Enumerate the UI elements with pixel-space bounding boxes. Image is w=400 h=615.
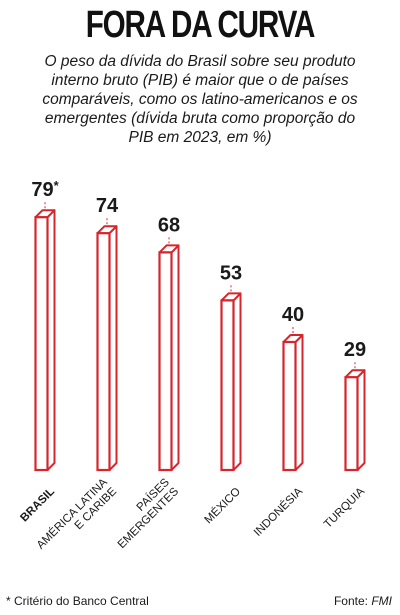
bar [34, 216, 49, 472]
bar [158, 251, 173, 472]
category-label: BRASIL [18, 486, 57, 525]
value-label: 40 [282, 304, 304, 326]
source-name: FMI [371, 594, 392, 608]
value-label: 68 [158, 214, 180, 236]
category-label-line: INDONÉSIA [251, 485, 305, 539]
value-label: 53 [220, 262, 242, 284]
chart-title: FORA DA CURVA [85, 4, 316, 46]
bar [344, 376, 359, 472]
category-label-line: BRASIL [18, 486, 57, 525]
value-label: 74 [96, 195, 119, 217]
source-label: Fonte: [333, 594, 372, 608]
bar [282, 340, 297, 472]
footnote: * Critério do Banco Central [6, 594, 149, 608]
bar [96, 232, 111, 472]
value-label: 79* [31, 178, 59, 201]
value-label: 29 [344, 339, 366, 361]
category-label: TURQUIA [322, 485, 367, 530]
category-label-line: MÉXICO [202, 485, 243, 526]
category-label-line: TURQUIA [322, 485, 367, 530]
chart-subtitle: O peso da dívida do Brasil sobre seu pro… [42, 53, 358, 146]
category-label: INDONÉSIA [251, 485, 305, 539]
bar [220, 299, 235, 472]
source-credit: Fonte: FMI [334, 594, 392, 608]
category-label: MÉXICO [202, 485, 243, 526]
value-annotation: * [54, 178, 60, 193]
